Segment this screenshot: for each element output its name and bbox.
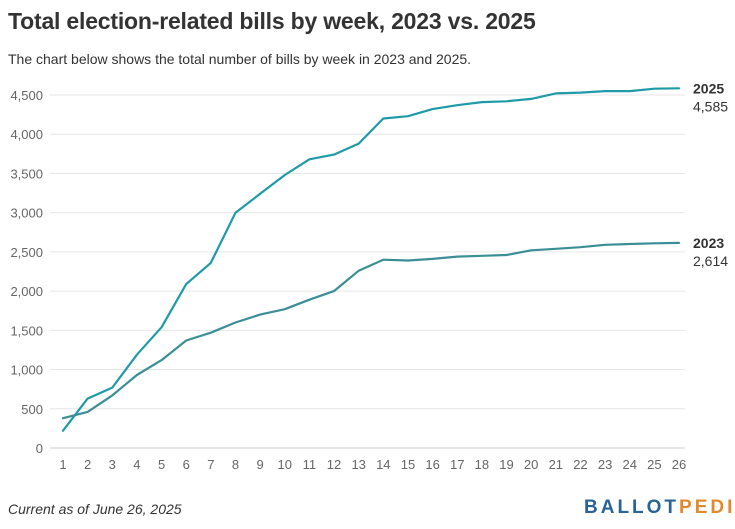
x-tick-label: 1: [59, 457, 66, 472]
x-tick-label: 21: [549, 457, 563, 472]
y-tick-label: 4,500: [10, 88, 43, 103]
x-tick-label: 13: [351, 457, 365, 472]
y-tick-label: 3,500: [10, 166, 43, 181]
x-tick-label: 3: [109, 457, 116, 472]
current-as-of-note: Current as of June 26, 2025: [8, 501, 182, 517]
x-tick-label: 15: [401, 457, 415, 472]
series-value-label-2023: 2,614: [693, 253, 728, 269]
x-tick-label: 23: [598, 457, 612, 472]
x-tick-label: 20: [524, 457, 538, 472]
series-end-labels: 2025 4,585 2023 2,614: [693, 80, 728, 269]
x-axis-ticks: 1 2 3 4 5 6 7 8 9 10 11 12 13 14 15 16 17 18 19 20 21 22 23 24 2…: [59, 457, 686, 472]
gridlines: [50, 94, 685, 449]
x-tick-label: 25: [647, 457, 661, 472]
x-tick-label: 16: [425, 457, 439, 472]
y-tick-label: 2,000: [10, 284, 43, 299]
x-tick-label: 18: [475, 457, 489, 472]
series-name-label-2023: 2023: [693, 235, 724, 251]
y-tick-label: 1,500: [10, 323, 43, 338]
x-tick-label: 6: [183, 457, 190, 472]
x-tick-label: 9: [257, 457, 264, 472]
y-tick-label: 4,000: [10, 127, 43, 142]
ballotpedia-logo[interactable]: BALLOTPEDIA: [584, 497, 735, 519]
x-tick-label: 14: [376, 457, 390, 472]
x-tick-label: 17: [450, 457, 464, 472]
x-tick-label: 12: [327, 457, 341, 472]
series-lines: [61, 87, 681, 432]
logo-pedia-text: PEDIA: [679, 497, 735, 518]
x-tick-label: 4: [133, 457, 140, 472]
x-tick-label: 19: [499, 457, 513, 472]
x-tick-label: 22: [573, 457, 587, 472]
logo-ballot-text: BALLOT: [584, 497, 680, 518]
series-line-2023: [61, 241, 681, 420]
chart-title: Total election-related bills by week, 20…: [8, 8, 536, 34]
y-tick-label: 1,000: [10, 363, 43, 378]
x-tick-label: 11: [303, 457, 317, 472]
chart-subtitle: The chart below shows the total number o…: [8, 51, 472, 67]
y-tick-label: 2,500: [10, 245, 43, 260]
series-line-2025: [61, 87, 681, 432]
y-tick-label: 500: [21, 402, 43, 417]
x-tick-label: 7: [207, 457, 214, 472]
y-tick-label: 3,000: [10, 206, 43, 221]
y-tick-label: 0: [36, 441, 43, 456]
x-tick-label: 24: [622, 457, 636, 472]
x-tick-label: 8: [232, 457, 239, 472]
x-tick-label: 5: [158, 457, 165, 472]
x-tick-label: 2: [84, 457, 91, 472]
series-value-label-2025: 4,585: [693, 98, 728, 114]
x-tick-label: 10: [278, 457, 292, 472]
series-name-label-2025: 2025: [693, 80, 724, 96]
y-axis-ticks: 0 500 1,000 1,500 2,000 2,500 3,000 3,500 4,000 4…: [10, 88, 43, 456]
x-tick-label: 26: [672, 457, 686, 472]
